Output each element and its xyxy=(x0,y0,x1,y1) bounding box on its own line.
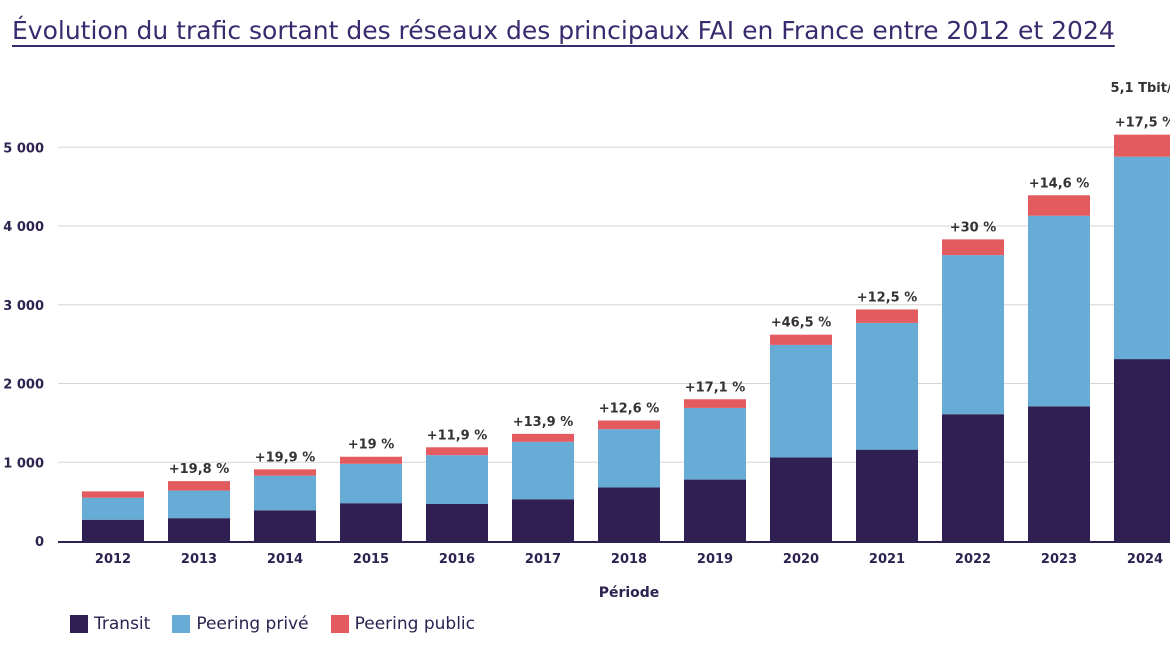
x-axis-title: Période xyxy=(599,585,660,601)
bar-transit xyxy=(254,510,316,541)
bar-peering_public xyxy=(598,420,660,430)
growth-label: +13,9 % xyxy=(513,415,574,430)
bar-peering_prive xyxy=(942,255,1004,415)
y-tick-label: 0 xyxy=(35,535,44,550)
bar-peering_public xyxy=(856,309,918,323)
bar-peering_prive xyxy=(254,475,316,511)
bar-peering_prive xyxy=(770,344,832,458)
legend-item-transit: Transit xyxy=(70,614,150,634)
bar-transit xyxy=(1028,406,1090,541)
bar-transit xyxy=(1114,359,1170,541)
x-tick-label: 2012 xyxy=(95,552,131,567)
labels: 0 1 000 2 000 3 000 4 000 5 000 2012 +19,8 % 201… xyxy=(3,81,1170,567)
x-tick-label: 2024 xyxy=(1127,552,1163,567)
bar-peering_public xyxy=(512,433,574,442)
bar-peering_prive xyxy=(598,429,660,488)
growth-label: +14,6 % xyxy=(1029,176,1090,191)
bar-peering_prive xyxy=(1028,215,1090,407)
x-tick-label: 2017 xyxy=(525,552,561,567)
bar-transit xyxy=(168,518,230,541)
x-tick-label: 2018 xyxy=(611,552,647,567)
growth-label: +46,5 % xyxy=(771,316,832,331)
x-tick-label: 2013 xyxy=(181,552,217,567)
bar-transit xyxy=(684,479,746,541)
bar-peering_public xyxy=(168,481,230,491)
x-tick-label: 2015 xyxy=(353,552,389,567)
total-annotation: 5,1 Tbit/s xyxy=(1111,81,1170,96)
growth-label: +11,9 % xyxy=(427,428,488,443)
bar-peering_prive xyxy=(426,455,488,504)
bar-transit xyxy=(512,499,574,541)
bar-peering_public xyxy=(684,399,746,408)
y-tick-label: 1 000 xyxy=(3,456,44,471)
bar-transit xyxy=(942,414,1004,541)
bar-peering_public xyxy=(1028,195,1090,216)
x-tick-label: 2023 xyxy=(1041,552,1077,567)
bar-peering_public xyxy=(82,491,144,498)
x-tick-label: 2020 xyxy=(783,552,819,567)
bar-peering_prive xyxy=(856,322,918,450)
bar-peering_public xyxy=(340,456,402,464)
y-tick-label: 2 000 xyxy=(3,378,44,393)
legend-swatch-transit xyxy=(70,615,88,633)
bar-peering_public xyxy=(426,447,488,456)
bar-peering_prive xyxy=(168,490,230,519)
growth-label: +12,6 % xyxy=(599,402,660,417)
growth-label: +19,9 % xyxy=(255,450,316,465)
chart-title: Évolution du trafic sortant des réseaux … xyxy=(12,16,1115,45)
bar-peering_prive xyxy=(1114,156,1170,360)
growth-label: +17,1 % xyxy=(685,380,746,395)
bar-peering_prive xyxy=(512,441,574,500)
bar-peering_prive xyxy=(82,497,144,520)
bar-transit xyxy=(426,503,488,541)
legend-item-peering-public: Peering public xyxy=(330,614,475,634)
legend-label-peering-public: Peering public xyxy=(354,614,475,634)
growth-label: +12,5 % xyxy=(857,290,918,305)
legend-label-peering-prive: Peering privé xyxy=(196,614,309,634)
x-tick-label: 2016 xyxy=(439,552,475,567)
growth-label: +30 % xyxy=(950,220,997,235)
bar-transit xyxy=(856,449,918,541)
bar-peering_prive xyxy=(684,407,746,480)
bar-peering_prive xyxy=(340,463,402,504)
y-tick-label: 5 000 xyxy=(3,141,44,156)
bar-transit xyxy=(770,457,832,541)
x-tick-label: 2014 xyxy=(267,552,303,567)
bar-transit xyxy=(82,519,144,541)
growth-label: +17,5 % xyxy=(1115,116,1170,131)
growth-label: +19 % xyxy=(348,438,395,453)
bar-transit xyxy=(598,487,660,541)
x-tick-label: 2022 xyxy=(955,552,991,567)
y-tick-label: 3 000 xyxy=(3,299,44,314)
legend: Transit Peering privé Peering public xyxy=(70,614,475,634)
bar-peering_public xyxy=(770,334,832,345)
growth-label: +19,8 % xyxy=(169,462,230,477)
legend-item-peering-prive: Peering privé xyxy=(172,614,309,634)
bar-peering_public xyxy=(254,469,316,476)
bar-peering_public xyxy=(942,239,1004,256)
legend-label-transit: Transit xyxy=(94,614,151,634)
y-tick-label: 4 000 xyxy=(3,220,44,235)
legend-swatch-peering-prive xyxy=(172,615,191,633)
legend-swatch-peering-public xyxy=(330,615,349,633)
x-tick-label: 2019 xyxy=(697,552,733,567)
bar-transit xyxy=(340,503,402,541)
bars xyxy=(82,134,1170,541)
bar-peering_public xyxy=(1114,134,1170,157)
x-tick-label: 2021 xyxy=(869,552,905,567)
